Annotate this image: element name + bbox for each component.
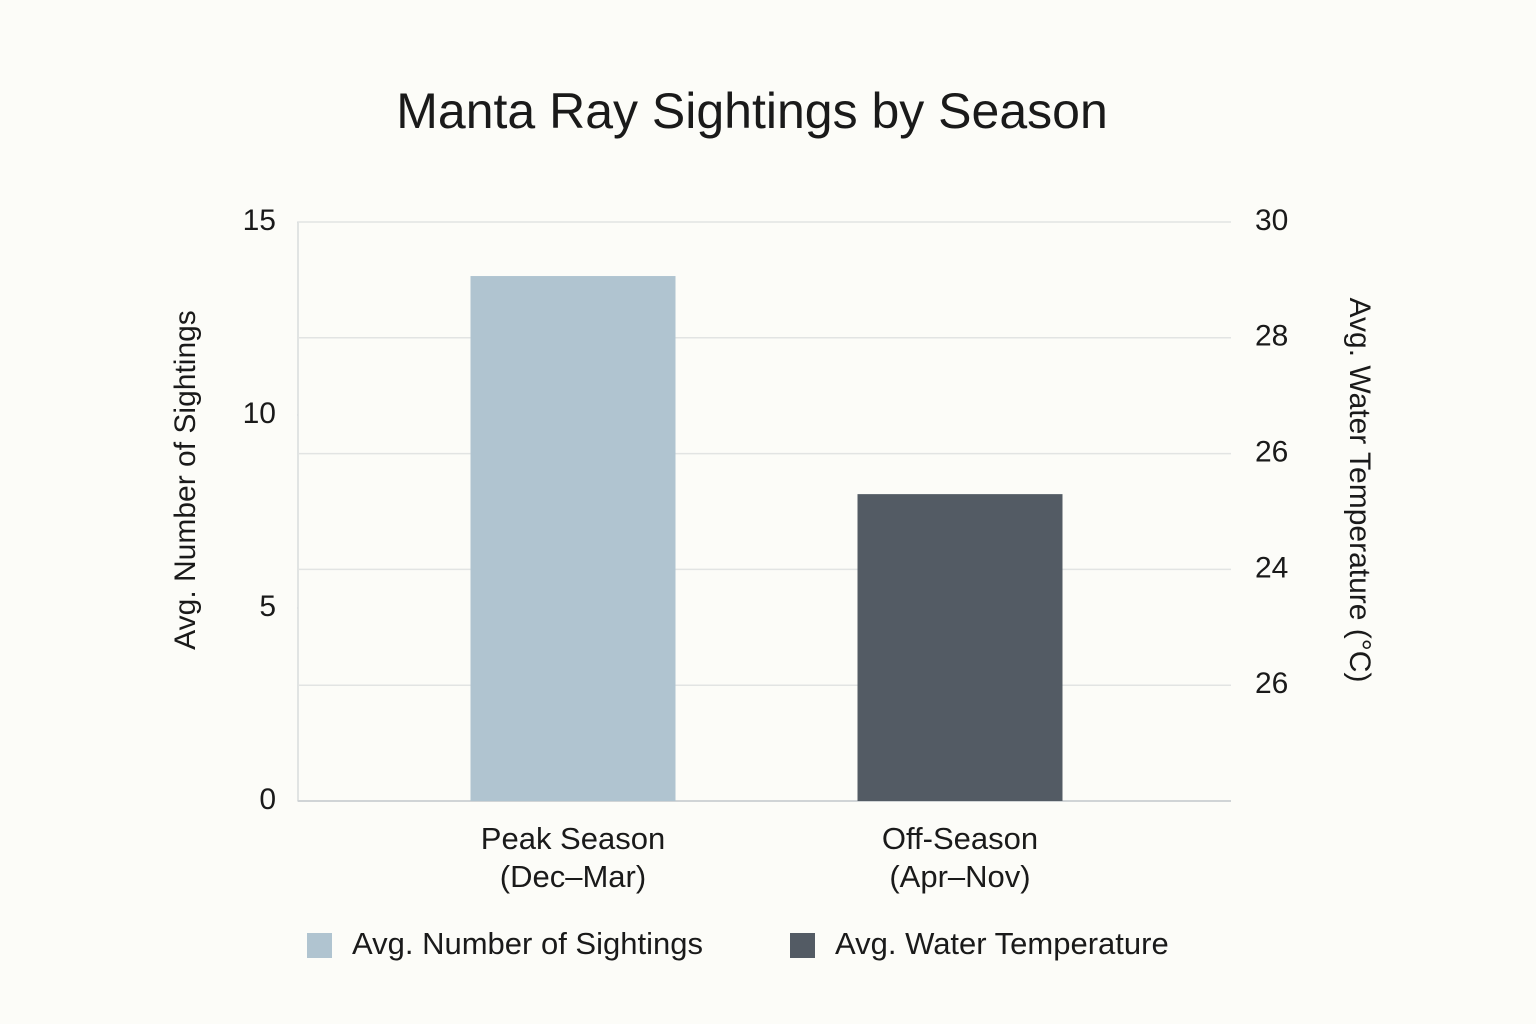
bar [470,276,676,801]
y-tick-label: 0 [259,783,276,816]
y2-tick-label: 30 [1255,204,1288,237]
legend-swatch [790,933,815,958]
bar [857,494,1063,801]
y-axis-label: Avg. Number of Sightings [169,310,202,650]
y2-axis-label: Avg. Water Temperature (°C) [1343,298,1376,683]
legend-label: Avg. Water Temperature [835,926,1169,961]
legend-label: Avg. Number of Sightings [352,926,703,961]
x-tick-label: Off-Season (Apr–Nov) [881,821,1039,894]
y2-tick-label: 24 [1255,551,1288,584]
y2-tick-label: 26 [1255,667,1288,700]
y-tick-label: 15 [243,204,276,237]
chart-title: Manta Ray Sightings by Season [396,83,1108,139]
y-tick-label: 5 [259,590,276,623]
y2-tick-label: 28 [1255,320,1288,353]
y-tick-label: 10 [243,397,276,430]
x-tick-label: Peak Season (Dec–Mar) [480,821,666,894]
legend-swatch [307,933,332,958]
y2-tick-label: 26 [1255,436,1288,469]
